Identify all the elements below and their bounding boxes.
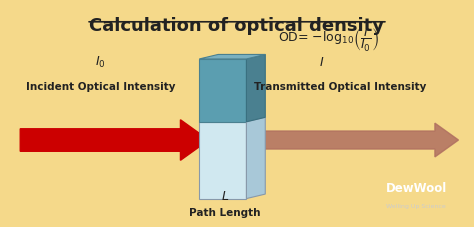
Text: Path Length: Path Length [190, 207, 261, 217]
Text: OD= $-\log_{10}\!\left(\dfrac{I}{I_0}\right)$: OD= $-\log_{10}\!\left(\dfrac{I}{I_0}\ri… [278, 26, 379, 53]
FancyArrow shape [20, 120, 209, 160]
Polygon shape [246, 55, 265, 122]
Text: Incident Optical Intensity: Incident Optical Intensity [26, 82, 175, 91]
Text: Calculation of optical density: Calculation of optical density [90, 17, 384, 35]
FancyArrow shape [256, 123, 458, 157]
Bar [199, 60, 246, 122]
Polygon shape [246, 118, 265, 199]
Text: $I_0$: $I_0$ [95, 54, 106, 69]
Text: $I$: $I$ [319, 55, 325, 68]
Text: Transmitted Optical Intensity: Transmitted Optical Intensity [255, 82, 427, 91]
Polygon shape [199, 55, 265, 60]
Bar [199, 122, 246, 199]
Text: $L$: $L$ [221, 189, 229, 202]
